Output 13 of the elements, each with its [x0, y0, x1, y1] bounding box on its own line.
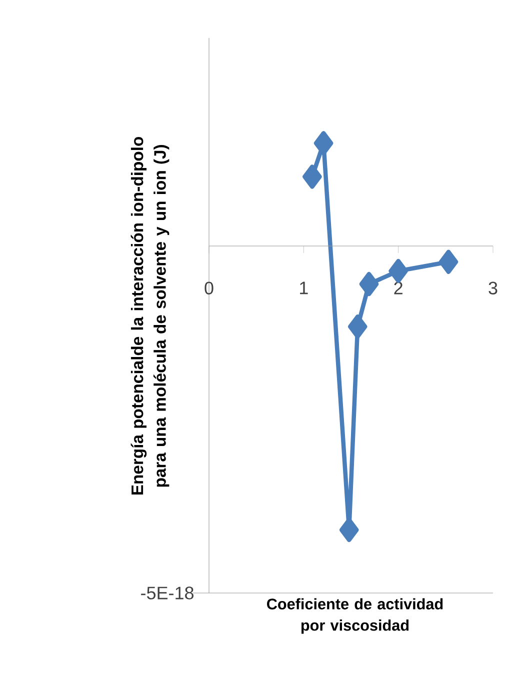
x-tick-label: 0: [204, 282, 214, 294]
x-tick-label: 1: [300, 282, 308, 294]
point: [302, 164, 322, 189]
x-tick-label: 3: [488, 282, 498, 294]
text: -5E-18: [141, 586, 194, 600]
point: [438, 250, 458, 274]
point: [339, 518, 359, 542]
x-axis-title: Coeficiente de actividad por viscosidad: [267, 598, 443, 634]
point: [359, 272, 379, 296]
point: [388, 258, 408, 284]
point: [348, 314, 368, 339]
point: [314, 131, 334, 156]
y-axis-title: Energía potencialde la interacción ion-dipolo para una molécula de solvente y un ion (J): [130, 136, 170, 495]
